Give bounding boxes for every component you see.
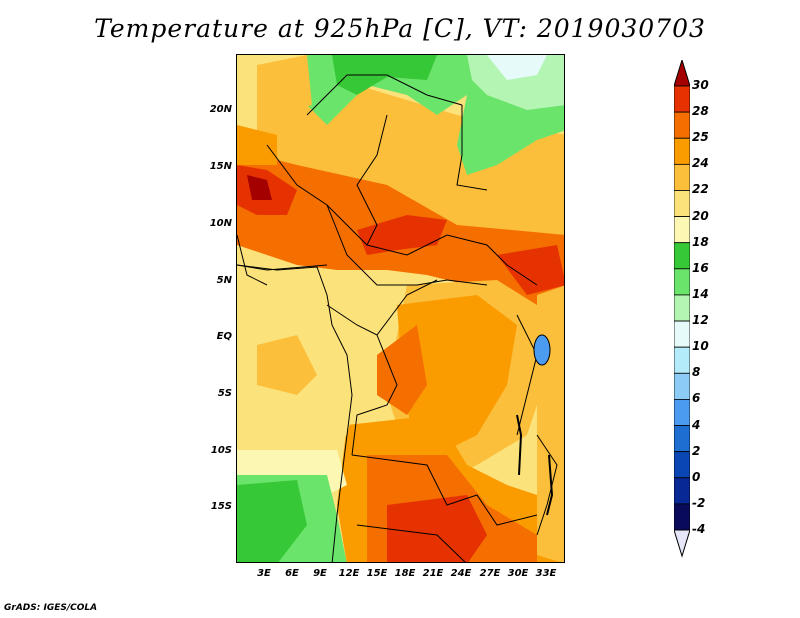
country-borders xyxy=(237,74,558,562)
lat-label-15n: 15N xyxy=(209,161,232,172)
lat-label-5n: 5N xyxy=(216,275,232,286)
temperature-field xyxy=(237,55,564,562)
lake-malawi xyxy=(546,454,554,516)
colorbar-segment xyxy=(674,294,690,322)
colorbar-tick-label: 18 xyxy=(692,234,709,249)
lon-label-27e: 27E xyxy=(479,568,501,579)
lon-label-33e: 33E xyxy=(535,568,557,579)
colorbar-segment xyxy=(674,85,690,113)
colorbar-tick-label: 10 xyxy=(692,339,709,354)
colorbar-tick-label: 6 xyxy=(692,391,701,406)
colorbar-tick-label: 12 xyxy=(692,313,709,328)
colorbar-tick-label: 30 xyxy=(692,78,709,92)
colorbar-segment xyxy=(674,216,690,244)
lon-label-21e: 21E xyxy=(422,568,444,579)
lon-label-6e: 6E xyxy=(285,568,299,579)
footer-credit: GrADS: IGES/COLA xyxy=(4,603,98,613)
lon-label-18e: 18E xyxy=(394,568,416,579)
colorbar-tick-label: 14 xyxy=(692,286,709,301)
colorbar-tick-label: 2 xyxy=(692,443,701,458)
lat-label-5s: 5S xyxy=(217,388,232,399)
lon-label-9e: 9E xyxy=(313,568,327,579)
lon-label-3e: 3E xyxy=(257,568,271,579)
colorbar-segment xyxy=(674,163,690,191)
zone-28-south xyxy=(387,495,487,562)
lon-label-12e: 12E xyxy=(338,568,360,579)
zone-16-atlantic xyxy=(237,480,307,562)
colorbar-tick-label: 22 xyxy=(692,182,709,197)
lon-label-24e: 24E xyxy=(450,568,472,579)
colorbar-tick-label: 25 xyxy=(692,130,709,145)
colorbar-tick-label: 24 xyxy=(692,156,709,171)
lon-label-30e: 30E xyxy=(507,568,529,579)
zone-22-northwest xyxy=(257,55,312,115)
zone-25-west-congo xyxy=(377,325,427,415)
lat-label-10s: 10S xyxy=(210,445,232,456)
zone-24-congo xyxy=(397,295,517,455)
map-title: Temperature at 925hPa [C], VT: 201903070… xyxy=(94,14,706,43)
colorbar-segment xyxy=(674,137,690,165)
lake-victoria xyxy=(533,334,551,366)
colorbar-tick-label: 16 xyxy=(692,260,709,275)
colorbar-segment xyxy=(674,346,690,374)
colorbar-segment xyxy=(674,477,690,505)
colorbar-tick-label: 0 xyxy=(692,469,701,484)
colorbar-top-triangle xyxy=(674,60,690,87)
colorbar-segment xyxy=(674,425,690,453)
colorbar-segment xyxy=(674,190,690,217)
lat-label-15s: 15S xyxy=(210,501,232,512)
zone-10-northeast xyxy=(487,55,547,80)
colorbar-segment xyxy=(674,268,690,296)
temperature-map xyxy=(236,54,565,563)
lat-label-20n: 20N xyxy=(209,104,232,115)
colorbar xyxy=(674,60,690,558)
colorbar-segment xyxy=(674,242,690,270)
colorbar-segment xyxy=(674,372,690,400)
lon-label-15e: 15E xyxy=(366,568,388,579)
colorbar-tick-label: -4 xyxy=(692,522,706,536)
colorbar-tick-label: 4 xyxy=(692,417,701,432)
lat-label-10n: 10N xyxy=(209,218,232,229)
colorbar-segment xyxy=(674,111,690,139)
colorbar-segment xyxy=(674,320,690,348)
lat-label-eq: EQ xyxy=(216,331,232,342)
zone-24-west xyxy=(237,125,277,165)
coastline xyxy=(237,264,353,562)
zone-28-central xyxy=(357,215,447,255)
colorbar-tick-label: 20 xyxy=(692,208,709,223)
lake-tanganyika xyxy=(516,414,523,476)
zone-28-east xyxy=(497,245,564,295)
colorbar-tick-label: 28 xyxy=(692,104,709,119)
colorbar-segment xyxy=(674,451,690,479)
colorbar-tick-label: 8 xyxy=(692,365,701,380)
zone-22-atlantic xyxy=(257,335,317,395)
colorbar-segment xyxy=(674,399,690,426)
colorbar-bottom-triangle xyxy=(674,529,690,558)
colorbar-segment xyxy=(674,503,690,531)
zone-30-west xyxy=(247,175,272,200)
colorbar-tick-label: -2 xyxy=(692,495,706,510)
